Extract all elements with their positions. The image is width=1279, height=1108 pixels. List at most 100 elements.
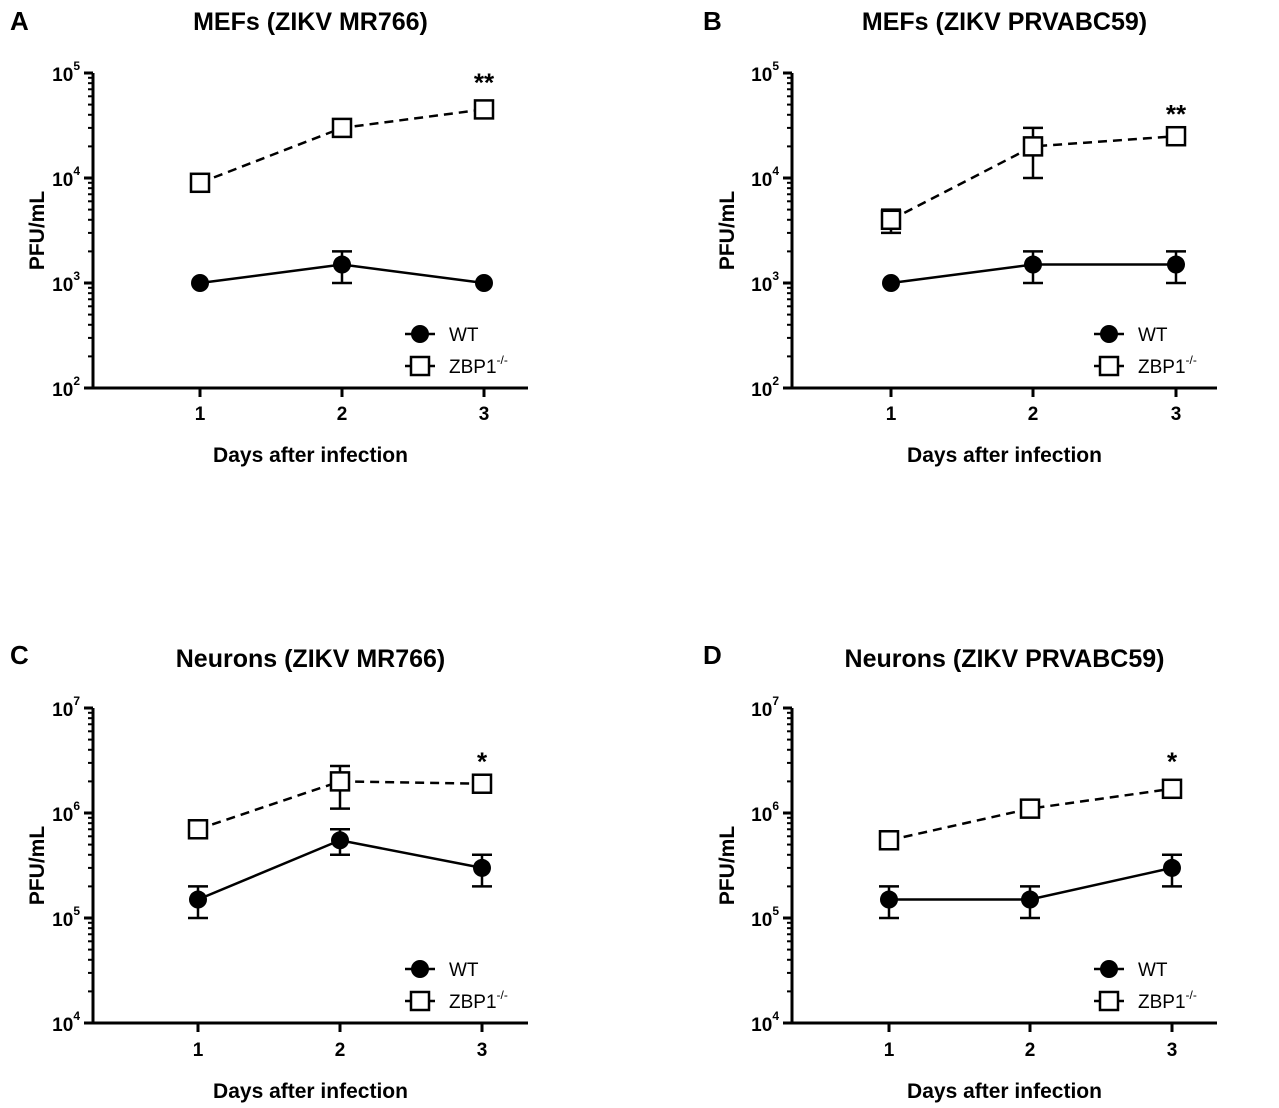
legend-label-superscript: -/- bbox=[497, 353, 508, 367]
y-tick-exponent: 6 bbox=[73, 799, 80, 813]
legend-label-text: WT bbox=[1138, 960, 1168, 981]
x-axis-title: Days after infection bbox=[213, 444, 408, 467]
series-wt bbox=[882, 250, 1186, 292]
x-tick-label: 1 bbox=[886, 404, 897, 425]
significance-label: ** bbox=[474, 68, 495, 98]
legend-marker bbox=[411, 325, 429, 343]
data-point bbox=[1165, 125, 1187, 147]
data-point bbox=[333, 255, 351, 274]
legend-marker bbox=[1098, 355, 1120, 377]
data-point bbox=[1167, 255, 1185, 274]
y-tick-label: 106 bbox=[52, 799, 80, 826]
data-point bbox=[880, 209, 902, 231]
legend-item-wt: WT bbox=[405, 325, 479, 346]
legend-label: ZBP1-/- bbox=[1138, 353, 1197, 378]
y-tick-base: 10 bbox=[52, 910, 73, 931]
y-axis-title: PFU/mL bbox=[26, 826, 49, 906]
legend-label: ZBP1-/- bbox=[449, 988, 508, 1013]
data-point bbox=[331, 117, 353, 139]
legend-marker bbox=[1100, 960, 1118, 978]
y-tick-label: 104 bbox=[751, 164, 779, 191]
legend-marker bbox=[1100, 325, 1118, 343]
series-wt bbox=[188, 828, 492, 920]
data-point bbox=[331, 831, 349, 850]
y-tick-label: 105 bbox=[52, 59, 80, 86]
data-point bbox=[329, 771, 351, 792]
y-tick-base: 10 bbox=[751, 1015, 772, 1036]
data-point bbox=[471, 773, 493, 794]
y-tick-exponent: 5 bbox=[73, 59, 80, 73]
significance-label: * bbox=[1167, 747, 1178, 777]
panel-letter: B bbox=[703, 6, 722, 36]
legend-item-zbp1: ZBP1-/- bbox=[405, 353, 508, 378]
series-line bbox=[888, 787, 1173, 842]
legend-label-superscript: -/- bbox=[497, 988, 508, 1002]
y-tick-label: 106 bbox=[751, 799, 779, 826]
x-axis-title: Days after infection bbox=[907, 444, 1102, 467]
legend-label-text: ZBP1 bbox=[449, 357, 497, 378]
y-tick-label: 104 bbox=[751, 1009, 779, 1036]
legend-marker bbox=[409, 990, 431, 1012]
y-tick-base: 10 bbox=[52, 700, 73, 721]
legend-label: ZBP1-/- bbox=[1138, 988, 1197, 1013]
y-tick-label: 102 bbox=[751, 374, 779, 401]
legend-item-zbp1: ZBP1-/- bbox=[1094, 353, 1197, 378]
x-tick-label: 3 bbox=[1171, 404, 1182, 425]
legend-label-text: WT bbox=[449, 960, 479, 981]
data-point bbox=[191, 274, 209, 292]
x-tick-label: 2 bbox=[335, 1040, 346, 1061]
y-tick-label: 104 bbox=[52, 164, 80, 191]
x-tick-label: 1 bbox=[193, 1040, 204, 1061]
y-tick-exponent: 4 bbox=[772, 1009, 779, 1023]
data-point bbox=[880, 890, 898, 909]
data-point bbox=[187, 819, 209, 840]
x-tick-label: 1 bbox=[884, 1040, 895, 1061]
chart-title: MEFs (ZIKV MR766) bbox=[193, 8, 428, 36]
y-tick-label: 105 bbox=[52, 904, 80, 931]
panel-letter: A bbox=[10, 6, 29, 36]
legend-item-zbp1: ZBP1-/- bbox=[1094, 988, 1197, 1013]
x-tick-label: 2 bbox=[1028, 404, 1039, 425]
y-tick-label: 104 bbox=[52, 1009, 80, 1036]
data-point bbox=[882, 274, 900, 292]
y-tick-label: 102 bbox=[52, 374, 80, 401]
y-tick-label: 103 bbox=[751, 269, 779, 296]
data-point bbox=[189, 890, 207, 909]
data-point bbox=[1022, 136, 1044, 157]
series-wt bbox=[879, 853, 1182, 920]
y-tick-base: 10 bbox=[52, 65, 73, 86]
y-tick-base: 10 bbox=[751, 805, 772, 826]
significance-label: ** bbox=[1166, 99, 1187, 129]
legend-label: WT bbox=[1138, 325, 1168, 346]
y-axis-title: PFU/mL bbox=[26, 191, 49, 271]
y-tick-base: 10 bbox=[751, 700, 772, 721]
legend-label-text: WT bbox=[1138, 325, 1168, 346]
legend-label-text: ZBP1 bbox=[449, 992, 497, 1013]
y-tick-exponent: 3 bbox=[772, 269, 779, 283]
series-zbp1 bbox=[189, 99, 495, 194]
y-tick-base: 10 bbox=[751, 380, 772, 401]
data-point bbox=[475, 274, 493, 292]
data-point bbox=[878, 830, 900, 851]
x-tick-label: 3 bbox=[1167, 1040, 1178, 1061]
y-tick-base: 10 bbox=[52, 805, 73, 826]
data-point bbox=[1163, 858, 1181, 877]
y-tick-base: 10 bbox=[751, 170, 772, 191]
y-tick-exponent: 5 bbox=[772, 59, 779, 73]
data-point bbox=[1021, 890, 1039, 909]
y-tick-exponent: 4 bbox=[772, 164, 779, 178]
y-tick-label: 105 bbox=[751, 904, 779, 931]
y-tick-exponent: 4 bbox=[73, 164, 80, 178]
y-tick-exponent: 6 bbox=[772, 799, 779, 813]
data-point bbox=[1161, 778, 1183, 800]
series-zbp1 bbox=[880, 125, 1187, 235]
y-tick-base: 10 bbox=[751, 65, 772, 86]
legend-marker bbox=[409, 355, 431, 377]
legend-label-text: ZBP1 bbox=[1138, 357, 1186, 378]
legend-label: WT bbox=[1138, 960, 1168, 981]
series-line bbox=[197, 780, 483, 831]
x-axis-title: Days after infection bbox=[213, 1080, 408, 1103]
legend-label: WT bbox=[449, 325, 479, 346]
